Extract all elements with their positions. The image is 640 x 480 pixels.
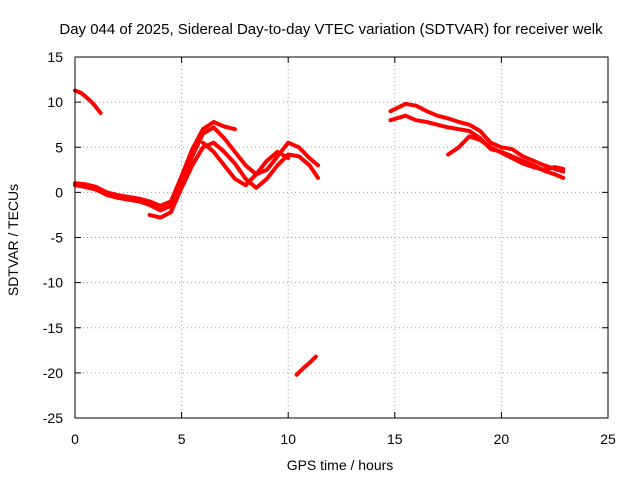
y-tick-label: -15 <box>43 320 63 336</box>
x-axis-label: GPS time / hours <box>287 457 394 473</box>
x-tick-label: 15 <box>387 431 403 447</box>
y-tick-label: -20 <box>43 365 63 381</box>
series-arc-i <box>446 134 566 172</box>
y-axis-label: SDTVAR / TECUs <box>5 184 21 296</box>
y-tick-label: -25 <box>43 410 63 426</box>
axis-layer: 0 5 10 15 20 25 -25 -20 -15 -10 -5 0 5 10 15 <box>43 49 616 447</box>
series-arc-f <box>294 354 318 377</box>
y-tick-label: -10 <box>43 275 63 291</box>
series-arc-g <box>388 101 566 174</box>
x-tick-label: 20 <box>494 431 510 447</box>
y-tick-label: 15 <box>47 49 63 65</box>
y-tick-label: -5 <box>51 230 64 246</box>
series-arc-b <box>73 120 237 208</box>
series-arc-d <box>147 140 320 220</box>
y-tick-label: 0 <box>55 184 63 200</box>
x-tick-label: 0 <box>71 431 79 447</box>
x-tick-label: 25 <box>600 431 616 447</box>
plot-frame <box>74 56 609 419</box>
series-arc-a <box>73 88 103 115</box>
series-layer <box>73 88 566 377</box>
x-tick-label: 10 <box>280 431 296 447</box>
series-arc-e <box>200 140 291 188</box>
y-tick-label: 10 <box>47 94 63 110</box>
grid-layer <box>75 57 608 418</box>
x-tick-label: 5 <box>178 431 186 447</box>
y-tick-label: 5 <box>55 139 63 155</box>
chart-title: Day 044 of 2025, Sidereal Day-to-day VTE… <box>59 21 603 38</box>
